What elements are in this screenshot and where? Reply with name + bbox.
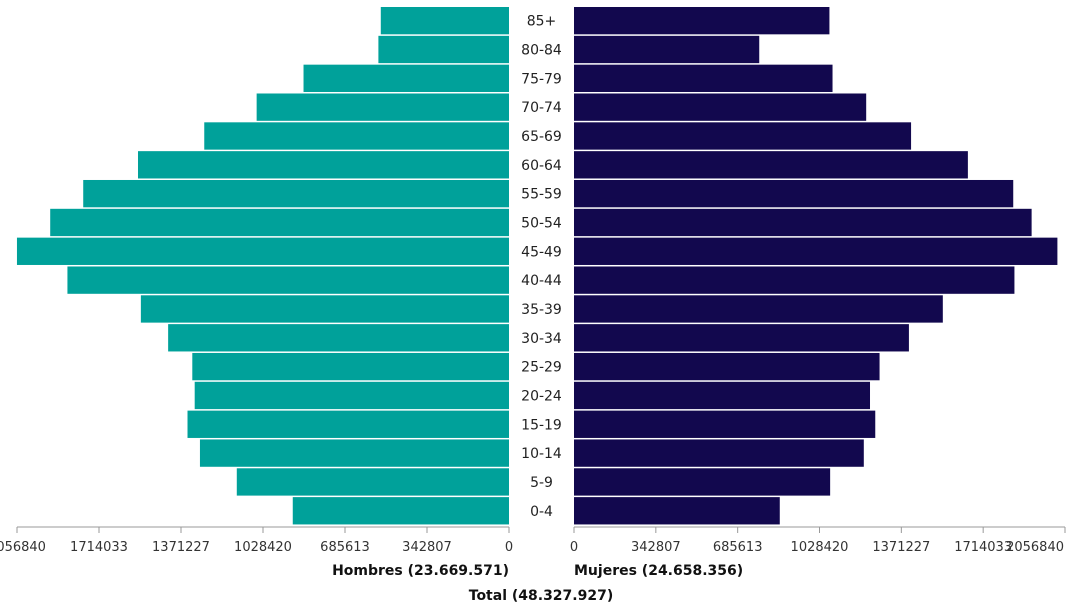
bar-mujeres-15-19 [574,410,876,438]
left-tick-label: 1371227 [152,540,210,555]
bar-mujeres-35-39 [574,295,943,323]
bar-mujeres-65-69 [574,122,912,150]
left-tick-label: 1714033 [70,540,128,555]
bar-hombres-70-74 [256,93,509,121]
bar-mujeres-5-9 [574,468,831,496]
right-tick-label: 1714033 [954,540,1012,555]
bar-mujeres-50-54 [574,208,1032,237]
right-x-axis: 0 342807 685613 1028420 1371227 1714033205684… [570,526,1066,555]
bar-hombres-85+ [380,7,509,35]
left-tick-label: 1028420 [234,540,292,555]
age-label-45-49: 45-49 [521,244,562,260]
age-label-35-39: 35-39 [521,302,562,318]
bar-hombres-65-69 [204,122,509,150]
bar-hombres-40-44 [67,266,510,294]
age-label-75-79: 75-79 [521,71,562,87]
bar-hombres-50-54 [50,208,510,237]
hombres-axis-title: Hombres (23.669.571) [332,563,509,579]
mujeres-axis-title: Mujeres (24.658.356) [574,563,743,579]
left-tick-label: 0 [505,540,513,555]
age-label-5-9: 5-9 [530,475,553,491]
bar-mujeres-45-49 [574,237,1058,265]
left-x-axis: 2056840 1714033 1371227 1028420 685613 342807… [0,526,513,555]
right-tick-label: 0 [570,540,578,555]
age-label-20-24: 20-24 [521,388,562,404]
bar-mujeres-20-24 [574,381,871,410]
age-group-labels: 0-4 5-9 10-14 15-19 20-24 25-29 30-34 35-39 40-4… [521,14,562,520]
bar-hombres-0-4 [292,497,509,525]
age-label-60-64: 60-64 [521,158,562,174]
age-label-65-69: 65-69 [521,129,562,145]
bar-hombres-5-9 [236,468,509,496]
right-tick-label: 1028420 [791,540,849,555]
bar-mujeres-30-34 [574,324,909,352]
bar-mujeres-60-64 [574,151,968,179]
age-label-85+: 85+ [527,14,557,30]
bar-hombres-60-64 [137,151,510,179]
right-tick-label: 2056840 [1006,540,1064,555]
right-tick-label: 685613 [713,540,763,555]
bar-hombres-75-79 [303,64,509,92]
bar-hombres-80-84 [378,35,509,64]
age-label-70-74: 70-74 [521,100,562,116]
bar-mujeres-80-84 [574,35,760,64]
right-tick-label: 342807 [631,540,681,555]
bar-mujeres-75-79 [574,64,833,92]
bar-hombres-15-19 [187,410,509,438]
bar-hombres-25-29 [192,352,510,381]
age-label-50-54: 50-54 [521,215,562,231]
age-label-10-14: 10-14 [521,446,562,462]
hombres-bars [16,7,510,525]
bar-mujeres-25-29 [574,352,880,381]
mujeres-bars [574,7,1058,525]
bar-mujeres-70-74 [574,93,867,121]
bar-mujeres-55-59 [574,179,1014,208]
bar-mujeres-85+ [574,7,830,35]
age-label-40-44: 40-44 [521,273,562,289]
bar-hombres-45-49 [16,237,509,265]
bar-hombres-55-59 [83,179,510,208]
right-tick-label: 1371227 [872,540,930,555]
age-label-80-84: 80-84 [521,42,562,58]
left-tick-label: 2056840 [0,540,46,555]
bar-mujeres-40-44 [574,266,1015,294]
age-label-55-59: 55-59 [521,187,562,203]
bar-hombres-30-34 [168,324,509,352]
age-label-25-29: 25-29 [521,360,562,376]
bar-hombres-35-39 [140,295,510,323]
bar-hombres-20-24 [194,381,509,410]
age-label-30-34: 30-34 [521,331,562,347]
left-tick-label: 342807 [402,540,452,555]
bar-mujeres-0-4 [574,497,780,525]
age-label-15-19: 15-19 [521,417,562,433]
left-tick-label: 685613 [320,540,370,555]
bar-mujeres-10-14 [574,439,864,467]
total-caption: Total (48.327.927) [469,588,613,604]
age-label-0-4: 0-4 [530,504,553,520]
bar-hombres-10-14 [199,439,509,467]
